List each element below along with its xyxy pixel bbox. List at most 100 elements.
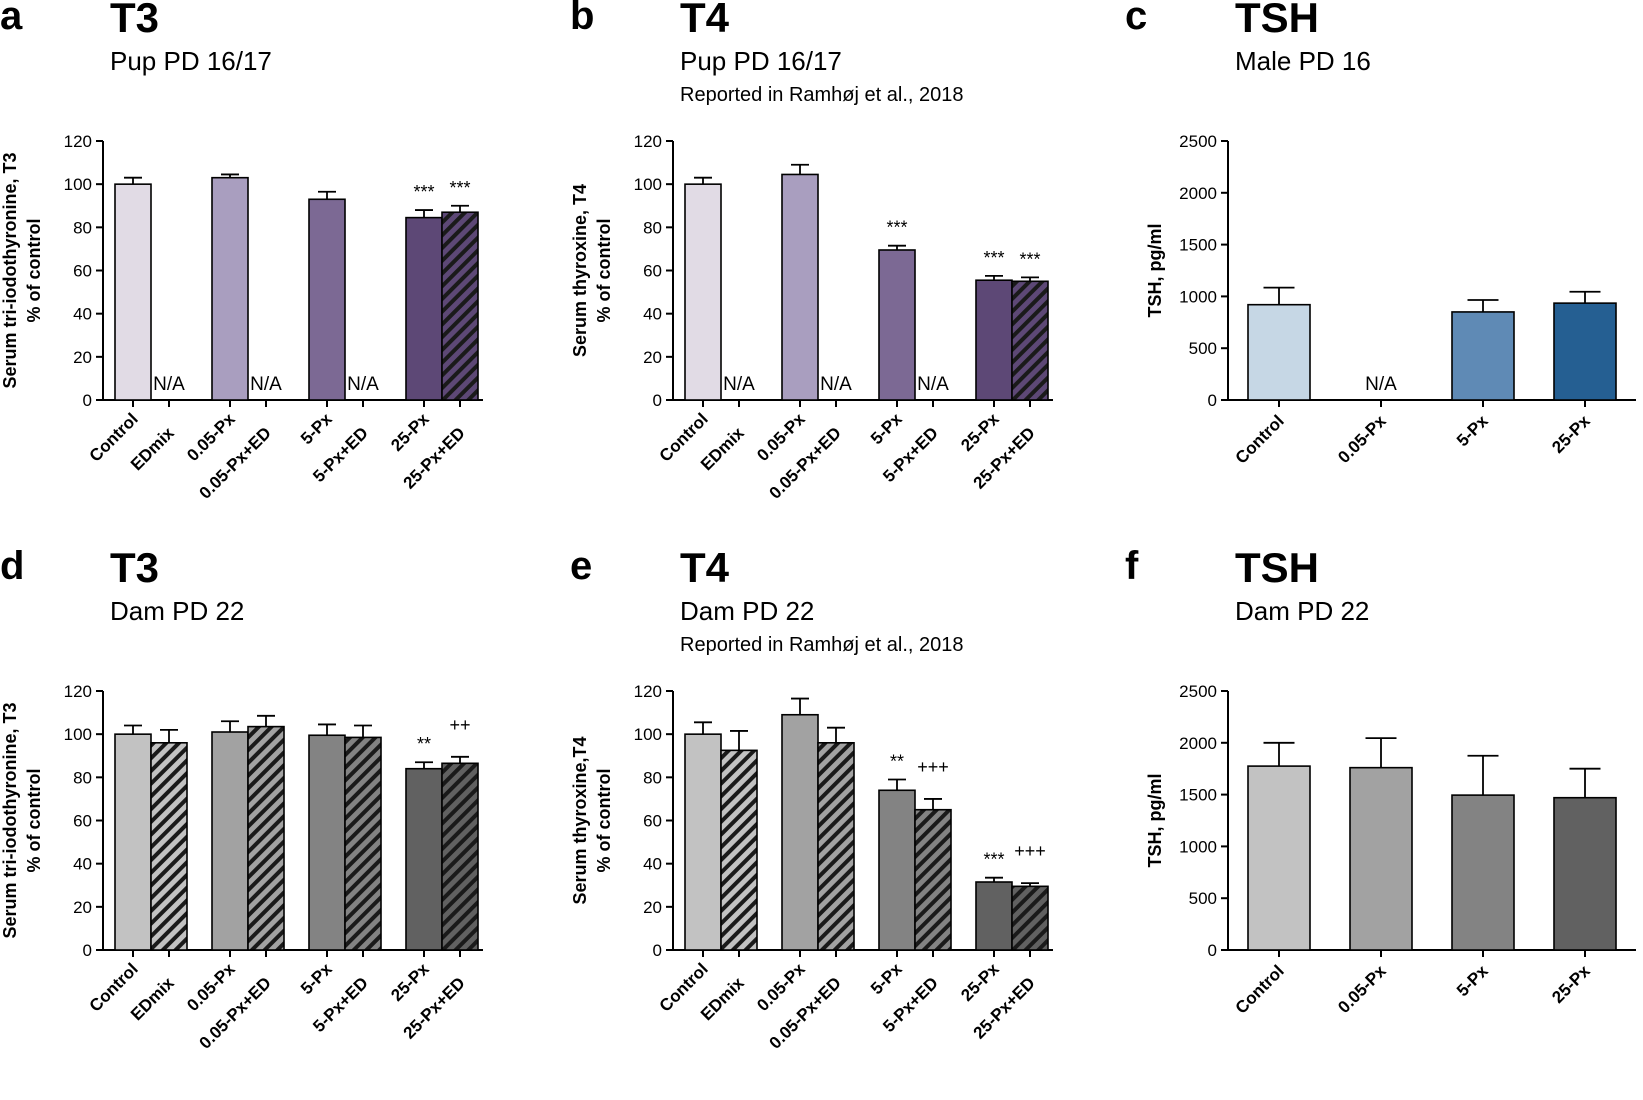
y-tick-label: 2500 [1179,682,1217,701]
bar [914,808,952,951]
y-tick-label: 60 [73,812,92,831]
y-tick-label: 0 [1208,391,1217,410]
bar [405,767,443,951]
panel-title: T4 [680,544,730,591]
significance-label: ++ [449,715,470,735]
panel-title: TSH [1235,544,1319,591]
y-tick-label: 1000 [1179,287,1217,306]
panel-subtitle: Pup PD 16/17 [680,46,842,76]
x-tick-label: EDmix [127,973,178,1024]
bar [684,733,722,951]
y-tick-label: 80 [643,768,662,787]
y-tick-label: 2500 [1179,132,1217,151]
bar [1247,303,1311,401]
significance-label: ** [890,751,904,771]
na-label: N/A [153,374,185,395]
y-tick-label: 80 [643,218,662,237]
bar [247,725,285,951]
chart-t4-dam: 0 20 40 60 80 100 120 Serum thyroxine,T4% of co… [570,682,1053,1053]
x-tick-label: 5-Px [297,409,336,448]
y-axis-label: Serum tri-iodothyronine, T3 [0,152,20,388]
significance-label: *** [413,182,434,202]
bar [817,742,855,951]
y-tick-label: 60 [643,812,662,831]
panel-e: e T4 Dam PD 22 Reported in Ramhøj et al.… [570,544,1118,1100]
bar [150,742,188,951]
y-tick-label: 100 [64,175,92,194]
na-label: N/A [250,374,282,395]
panel-title: T3 [110,0,160,41]
bar [114,733,152,951]
y-tick-label: 20 [73,348,92,367]
y-tick-label: 2000 [1179,184,1217,203]
y-tick-label: 40 [73,855,92,874]
panel-letter: f [1125,544,1139,588]
chart-tsh-male: 0 500 1000 1500 2000 2500 TSH, pg/ml Control N/A… [1145,132,1636,468]
bar [308,734,346,951]
y-axis-label: % of control [24,219,44,323]
y-tick-label: 80 [73,768,92,787]
bar [878,249,916,401]
x-tick-label: 5-Px [297,959,336,998]
bar [1451,311,1515,401]
x-tick-label: 25-Px [1548,961,1594,1007]
bar [211,176,249,401]
y-tick-label: 0 [83,941,92,960]
panel-letter: a [0,0,23,38]
x-tick-label: 5-Px [867,409,906,448]
y-tick-label: 120 [634,132,662,151]
bar [781,173,819,401]
y-tick-label: 40 [643,305,662,324]
panel-subtitle: Dam PD 22 [680,596,815,626]
bar [1553,302,1617,401]
panel-subtitle: Male PD 16 [1235,46,1371,76]
panel-subtitle: Dam PD 22 [1235,596,1370,626]
x-tick-label: EDmix [697,423,748,474]
panel-note: Reported in Ramhøj et al., 2018 [680,84,964,106]
significance-label: *** [886,218,907,238]
y-axis-label: Serum thyroxine,T4 [570,736,590,904]
y-tick-label: 60 [73,262,92,281]
bar [211,731,249,951]
panel-f: f TSH Dam PD 22 0 500 1000 1500 2000 2500 TSH,… [1125,544,1643,1100]
y-tick-label: 0 [653,941,662,960]
bar [441,211,479,401]
significance-label: *** [983,850,1004,870]
bar [441,762,479,951]
y-tick-label: 0 [653,391,662,410]
y-tick-label: 1500 [1179,786,1217,805]
y-tick-label: 40 [73,305,92,324]
y-tick-label: 20 [643,898,662,917]
y-tick-label: 60 [643,262,662,281]
bar [1349,766,1413,951]
significance-label: *** [449,178,470,198]
x-tick-label: 0.05-Px [1334,411,1390,467]
y-tick-label: 1500 [1179,236,1217,255]
significance-label: +++ [917,757,949,777]
x-tick-label: EDmix [127,423,178,474]
x-tick-label: 25-Px [387,959,433,1005]
panel-d: d T3 Dam PD 22 0 20 40 60 80 100 120 Serum tri-… [0,544,548,1100]
bar [1451,794,1515,951]
y-tick-label: 100 [634,725,662,744]
panel-subtitle: Dam PD 22 [110,596,245,626]
y-tick-label: 100 [64,725,92,744]
y-tick-label: 120 [64,132,92,151]
significance-label: *** [1019,249,1040,269]
y-tick-label: 0 [83,391,92,410]
panel-note: Reported in Ramhøj et al., 2018 [680,634,964,656]
panel-a: a T3 Pup PD 16/17 0 20 40 60 80 100 120 Serum t… [0,0,548,550]
bar [720,749,758,951]
na-label: N/A [917,374,949,395]
panel-subtitle: Pup PD 16/17 [110,46,272,76]
bar [344,736,382,951]
y-tick-label: 2000 [1179,734,1217,753]
y-tick-label: 80 [73,218,92,237]
bar [975,279,1013,401]
y-tick-label: 20 [643,348,662,367]
panel-letter: c [1125,0,1148,38]
chart-t3-pup: 0 20 40 60 80 100 120 Serum tri-iodothyronine, … [0,132,483,503]
y-axis-label: % of control [24,769,44,873]
bar [1247,765,1311,951]
bar [1553,796,1617,951]
